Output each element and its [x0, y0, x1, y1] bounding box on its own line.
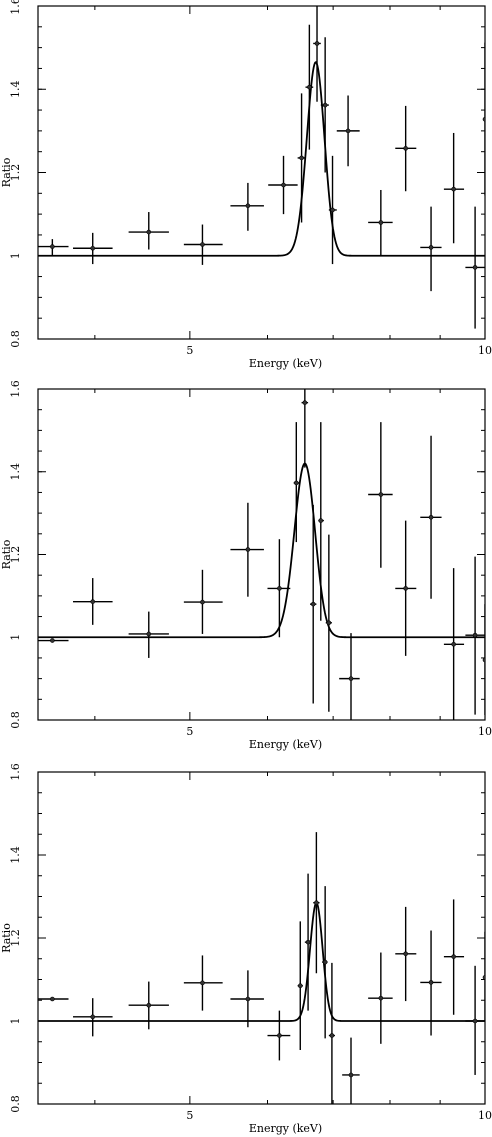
- data-point: [451, 954, 456, 959]
- y-tick-label: 1.6: [9, 380, 22, 398]
- data-point: [307, 84, 312, 90]
- x-tick-label: 5: [186, 344, 193, 357]
- data-point: [200, 599, 205, 605]
- data-point: [451, 186, 456, 192]
- data-point: [403, 146, 408, 151]
- data-point: [310, 601, 316, 607]
- data-point: [281, 182, 286, 188]
- plot-frame: [37, 388, 486, 721]
- y-axis-label: Ratio: [0, 923, 13, 953]
- y-tick-label: 1: [9, 1018, 22, 1025]
- data-point: [378, 220, 384, 225]
- data-series: [38, 832, 485, 1104]
- data-point: [50, 638, 55, 643]
- y-axis-label: Ratio: [0, 157, 13, 187]
- data-point: [451, 641, 456, 647]
- data-point: [428, 980, 434, 985]
- data-point: [146, 631, 152, 637]
- data-point: [146, 1002, 152, 1008]
- y-tick-label: 1.6: [9, 763, 22, 781]
- data-point: [378, 492, 384, 497]
- x-tick-label: 5: [186, 725, 193, 738]
- x-tick-label: 10: [478, 344, 492, 357]
- data-point: [50, 244, 55, 249]
- y-tick-label: 1: [9, 634, 22, 641]
- plot-frame: [37, 771, 486, 1105]
- data-point: [299, 155, 304, 161]
- data-point: [428, 245, 434, 250]
- data-point: [403, 951, 408, 957]
- x-tick-label: 10: [478, 1109, 492, 1122]
- data-point: [50, 996, 55, 1002]
- data-point: [472, 265, 478, 270]
- data-point: [90, 1014, 96, 1020]
- data-point: [146, 229, 152, 235]
- y-tick-label: 0.8: [9, 711, 22, 729]
- data-point: [472, 1018, 478, 1024]
- data-point: [245, 547, 251, 552]
- x-tick-label: 10: [478, 725, 492, 738]
- plot-frame: [37, 5, 486, 340]
- data-point: [277, 1033, 282, 1038]
- model-curve: [38, 462, 485, 639]
- data-point: [345, 128, 351, 134]
- data-point: [472, 632, 478, 638]
- data-point: [245, 996, 251, 1002]
- model-curve: [38, 61, 485, 257]
- chart-panel-3: 0.8 1 1.2 1.4 1.6 5 10 Energy (keV) Ratio: [0, 763, 492, 1135]
- chart-panel-1: 0.8 1 1.2 1.4 1.6 5 10 Energy (keV) Ratio: [0, 0, 492, 370]
- y-tick-label: 1.6: [9, 0, 22, 15]
- data-point: [294, 480, 299, 486]
- data-point: [329, 1033, 335, 1038]
- y-tick-label: 1.2: [9, 929, 22, 947]
- data-point: [330, 207, 335, 213]
- data-series: [38, 389, 485, 720]
- data-point: [482, 116, 485, 122]
- data-point: [245, 203, 251, 209]
- y-tick-label: 1.4: [9, 846, 22, 864]
- y-tick-label: 1.4: [9, 81, 22, 99]
- y-tick-label: 0.8: [9, 1095, 22, 1113]
- y-tick-label: 1: [9, 252, 22, 259]
- data-point: [326, 620, 332, 626]
- data-point: [302, 400, 308, 405]
- data-point: [314, 900, 319, 906]
- data-point: [378, 995, 384, 1001]
- data-point: [322, 959, 328, 965]
- data-point: [482, 657, 485, 663]
- data-point: [314, 41, 320, 46]
- y-tick-label: 0.8: [9, 330, 22, 348]
- x-axis-label: Energy (keV): [249, 357, 322, 370]
- data-point: [348, 1072, 354, 1078]
- data-point: [348, 676, 354, 681]
- data-point: [90, 245, 96, 251]
- data-series: [38, 6, 485, 329]
- data-point: [297, 983, 303, 989]
- data-point: [200, 242, 205, 247]
- y-tick-label: 1.4: [9, 463, 22, 481]
- data-point: [305, 939, 311, 945]
- data-point: [90, 599, 96, 604]
- data-point: [200, 980, 205, 986]
- data-point: [403, 586, 408, 591]
- model-curve: [38, 901, 485, 1022]
- x-axis-label: Energy (keV): [249, 1122, 322, 1135]
- x-tick-label: 5: [186, 1109, 193, 1122]
- y-tick-label: 1.2: [9, 164, 22, 182]
- data-point: [322, 102, 328, 108]
- data-point: [428, 514, 434, 520]
- y-axis-label: Ratio: [0, 539, 13, 569]
- data-point: [318, 518, 324, 523]
- chart-panel-2: 0.8 1 1.2 1.4 1.6 5 10 Energy (keV) Ratio: [0, 380, 492, 751]
- x-axis-label: Energy (keV): [249, 738, 322, 751]
- data-point: [277, 586, 282, 591]
- y-tick-label: 1.2: [9, 546, 22, 564]
- data-point: [482, 975, 485, 980]
